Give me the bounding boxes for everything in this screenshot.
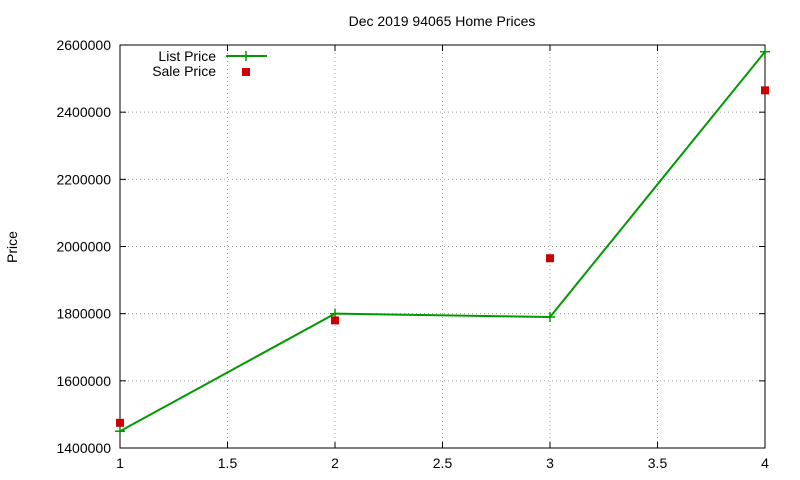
list-price-point [760, 46, 770, 57]
y-tick-label: 2600000 [56, 37, 111, 53]
sale-price-point [116, 418, 124, 427]
x-tick-label: 3.5 [648, 455, 668, 471]
chart-title: Dec 2019 94065 Home Prices [349, 13, 536, 29]
series-layer [115, 46, 770, 437]
list-price-line [119, 51, 766, 433]
legend-marker-list-price [241, 51, 251, 61]
y-tick-label: 1400000 [56, 440, 111, 456]
x-tick-label: 3 [546, 455, 554, 471]
legend-label-sale-price: Sale Price [152, 63, 216, 79]
grid-layer [120, 45, 765, 448]
y-tick-label: 2000000 [56, 239, 111, 255]
legend: List Price Sale Price [152, 48, 267, 79]
y-tick-label: 1800000 [56, 306, 111, 322]
y-tick-label: 2400000 [56, 104, 111, 120]
x-tick-label: 4 [761, 455, 769, 471]
x-tick-label: 1 [116, 455, 124, 471]
x-tick-label: 1.5 [218, 455, 238, 471]
tick-layer: 1 1.5 2 2.5 3 3.5 4 1400000 1600000 1800000 200000… [56, 37, 769, 471]
y-tick-label: 1600000 [56, 373, 111, 389]
x-tick-label: 2 [331, 455, 339, 471]
sale-price-point [546, 254, 554, 263]
legend-marker-sale-price [242, 68, 250, 76]
x-tick-label: 2.5 [433, 455, 453, 471]
legend-label-list-price: List Price [158, 48, 216, 64]
sale-price-point [331, 316, 339, 325]
y-tick-label: 2200000 [56, 171, 111, 187]
list-price-point [115, 426, 125, 437]
list-price-point [545, 312, 555, 323]
sale-price-point [761, 86, 769, 95]
y-axis-label: Price [4, 231, 20, 263]
